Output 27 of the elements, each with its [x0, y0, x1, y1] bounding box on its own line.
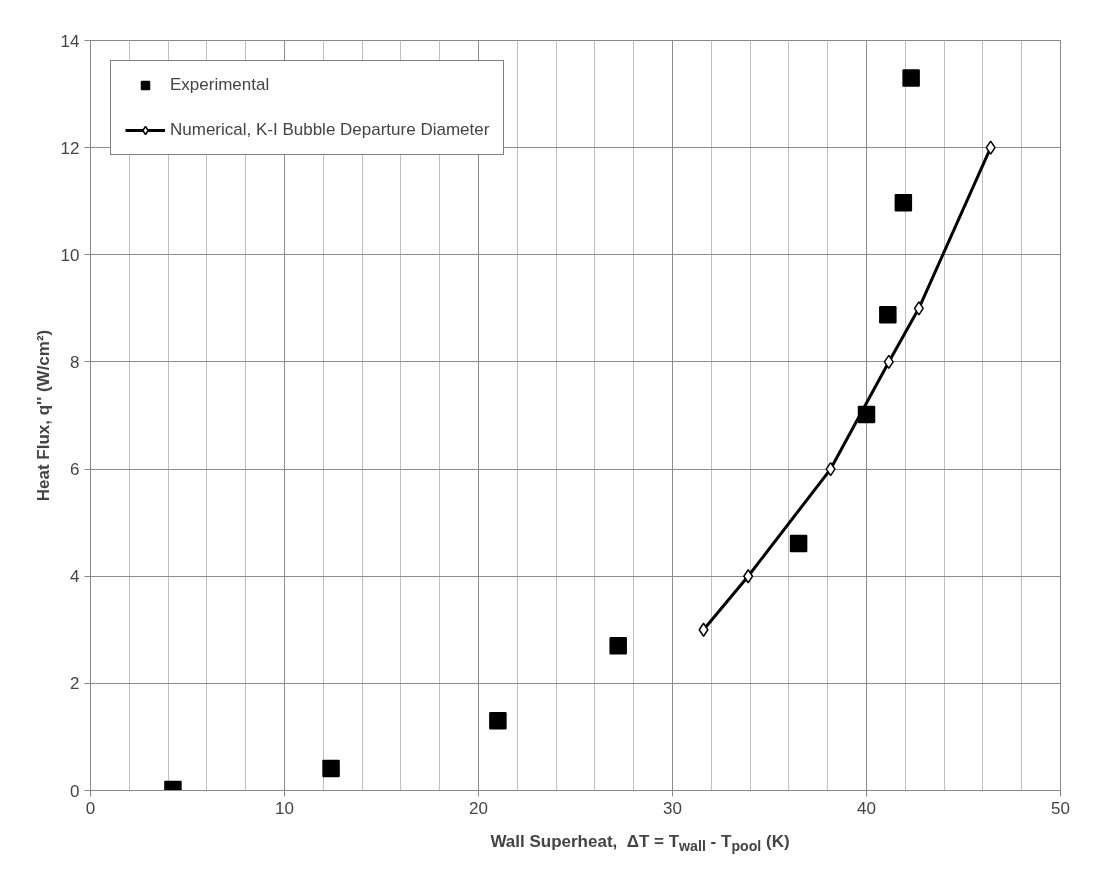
- x-tick-label: 40: [857, 798, 876, 818]
- y-tick-label: 4: [70, 567, 80, 587]
- point: [322, 759, 340, 778]
- point: [879, 306, 897, 324]
- y-tick-label: 14: [60, 31, 80, 51]
- y-tick-label: 6: [70, 460, 80, 480]
- x-tick-label: 20: [469, 798, 488, 818]
- x-tick-label: 50: [1051, 798, 1070, 818]
- point: [985, 140, 996, 155]
- legend-label: Experimental: [170, 75, 271, 95]
- x-tick-label: 0: [85, 798, 96, 818]
- y-tick-label: 0: [70, 781, 80, 801]
- y-tick-label: 10: [60, 245, 80, 265]
- legend-label: Numerical, K-I Bubble Departure Diameter: [170, 120, 490, 140]
- point: [902, 69, 920, 87]
- y-tick-label: 12: [60, 138, 80, 158]
- point: [894, 194, 913, 212]
- y-tick-label: 8: [70, 352, 80, 372]
- y-tick-label: 2: [70, 674, 80, 694]
- x-tick-label: 30: [663, 798, 682, 818]
- x-axis-title: Wall Superheat, ΔT = T$_{wall}$ - T$_{pool}$ (K): [490, 831, 790, 857]
- point: [609, 637, 627, 655]
- point: [789, 534, 808, 553]
- x-tick-label: 10: [275, 798, 294, 818]
- point: [913, 301, 924, 316]
- point: [489, 712, 507, 730]
- y-axis-title: Heat Flux, q'' (W/cm²): [33, 329, 53, 502]
